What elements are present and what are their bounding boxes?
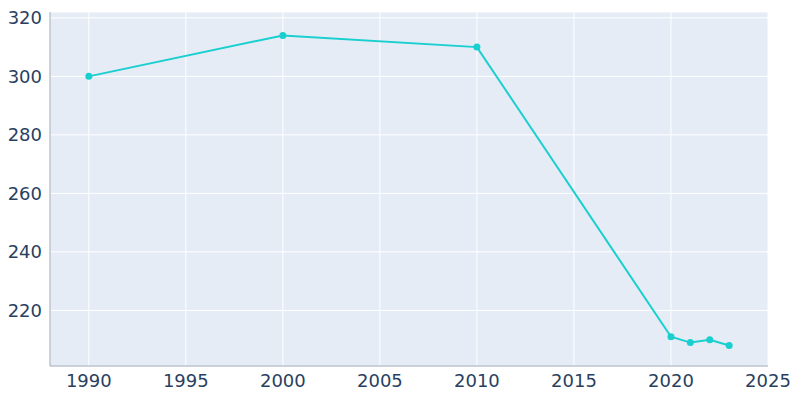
svg-text:280: 280 xyxy=(8,124,42,145)
svg-text:260: 260 xyxy=(8,183,42,204)
svg-text:240: 240 xyxy=(8,241,42,262)
svg-text:2010: 2010 xyxy=(454,370,500,391)
svg-text:220: 220 xyxy=(8,300,42,321)
svg-text:2005: 2005 xyxy=(357,370,403,391)
svg-text:300: 300 xyxy=(8,66,42,87)
svg-text:2015: 2015 xyxy=(551,370,597,391)
svg-text:2020: 2020 xyxy=(648,370,694,391)
svg-text:2000: 2000 xyxy=(260,370,306,391)
svg-text:1990: 1990 xyxy=(66,370,112,391)
svg-text:2025: 2025 xyxy=(745,370,791,391)
svg-text:1995: 1995 xyxy=(163,370,209,391)
svg-text:320: 320 xyxy=(8,7,42,28)
